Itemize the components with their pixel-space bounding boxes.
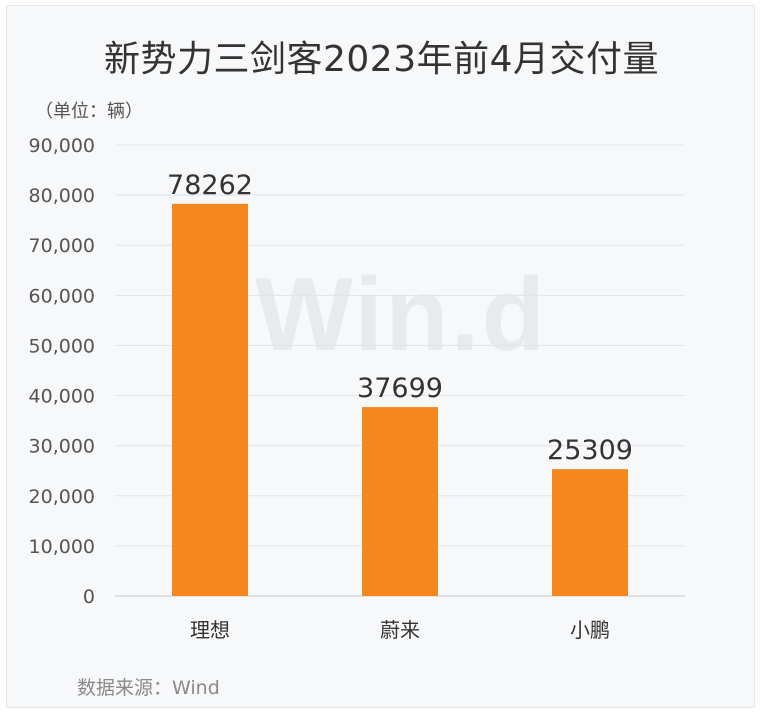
bar — [362, 407, 438, 596]
y-tick-label: 10,000 — [29, 536, 95, 558]
data-label: 78262 — [167, 170, 253, 201]
y-tick-label: 90,000 — [29, 135, 95, 157]
chart-card: 新势力三剑客2023年前4月交付量 （单位：辆） Win.d 0 10,000 20… — [6, 5, 755, 708]
y-tick-label: 0 — [83, 586, 95, 608]
data-label: 25309 — [547, 435, 633, 466]
y-tick-label: 70,000 — [29, 235, 95, 257]
x-tick-label: 理想 — [190, 618, 230, 642]
bar — [552, 469, 628, 596]
chart-title: 新势力三剑客2023年前4月交付量 — [103, 39, 660, 80]
unit-label: （单位：辆） — [35, 101, 143, 122]
bar — [172, 203, 248, 596]
y-tick-label: 50,000 — [29, 335, 95, 357]
data-label: 37699 — [357, 373, 443, 404]
y-tick-label: 80,000 — [29, 185, 95, 207]
bar-chart: 0 10,000 20,000 30,000 40,000 50,000 60,000 70,… — [29, 135, 685, 642]
y-tick-label: 30,000 — [29, 436, 95, 458]
x-tick-label: 小鹏 — [570, 618, 610, 642]
y-tick-label: 40,000 — [29, 386, 95, 408]
y-tick-label: 20,000 — [29, 486, 95, 508]
y-tick-label: 60,000 — [29, 285, 95, 307]
x-tick-label: 蔚来 — [380, 618, 420, 642]
wind-watermark-logo: Win.d — [255, 257, 548, 373]
source-note: 数据来源：Wind — [77, 677, 220, 699]
